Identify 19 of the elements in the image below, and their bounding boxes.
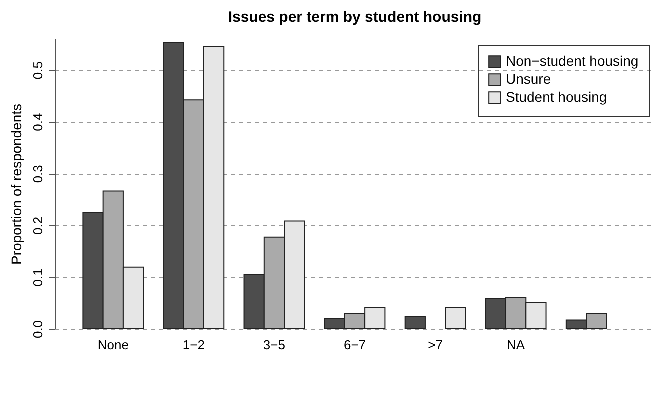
y-tick-label: 0.2	[30, 216, 46, 235]
x-tick-label: 6−7	[344, 338, 366, 352]
x-tick-label: 1−2	[182, 338, 205, 352]
x-tick-label: NA	[507, 338, 526, 352]
bar	[445, 307, 466, 330]
x-tick-label: 3−5	[263, 338, 286, 352]
x-tick-label: None	[98, 338, 129, 352]
legend-label: Non−student housing	[506, 53, 639, 69]
y-axis-title: Proportion of respondents	[8, 104, 24, 266]
y-tick-label: 0.4	[30, 113, 46, 132]
x-tick-label: >7	[428, 338, 443, 352]
chart-title: Issues per term by student housing	[228, 9, 482, 26]
legend-label: Student housing	[506, 89, 608, 105]
y-tick-label: 0.5	[30, 62, 46, 80]
y-tick-label: 0.1	[30, 268, 46, 287]
y-tick-label: 0.0	[30, 320, 46, 339]
legend-label: Unsure	[506, 71, 552, 87]
bar	[404, 316, 426, 330]
y-tick-label: 0.3	[30, 165, 46, 184]
